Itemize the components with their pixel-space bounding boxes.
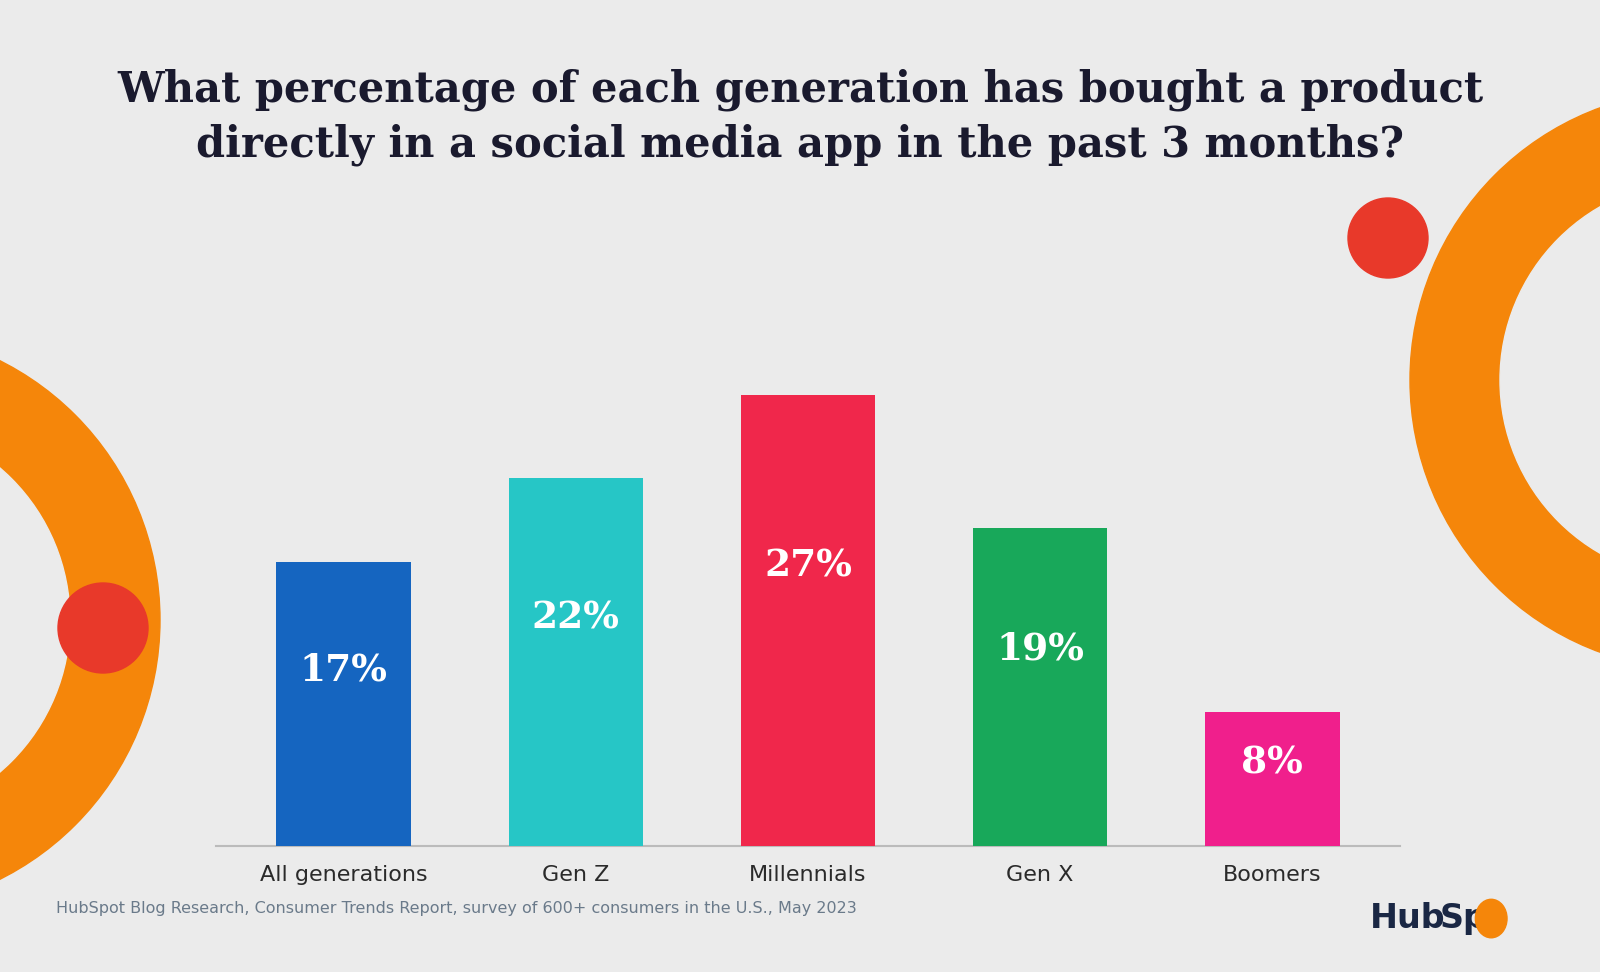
Bar xyxy=(741,395,875,846)
Bar xyxy=(973,528,1107,846)
Circle shape xyxy=(1475,899,1507,938)
Text: t: t xyxy=(1480,902,1496,935)
Circle shape xyxy=(0,330,160,910)
Text: Sp: Sp xyxy=(1440,902,1488,935)
Circle shape xyxy=(1410,90,1600,670)
Text: HubSpot Blog Research, Consumer Trends Report, survey of 600+ consumers in the U: HubSpot Blog Research, Consumer Trends R… xyxy=(56,901,856,917)
Circle shape xyxy=(0,420,70,820)
Circle shape xyxy=(58,583,147,673)
Text: Hub: Hub xyxy=(1370,902,1445,935)
Text: 17%: 17% xyxy=(299,651,387,688)
Text: 22%: 22% xyxy=(531,600,619,637)
Text: 27%: 27% xyxy=(765,547,851,584)
Text: What percentage of each generation has bought a product
directly in a social med: What percentage of each generation has b… xyxy=(117,68,1483,166)
Circle shape xyxy=(1501,180,1600,580)
Bar xyxy=(1205,712,1339,846)
Bar xyxy=(509,478,643,846)
Text: 8%: 8% xyxy=(1242,745,1302,781)
Text: 19%: 19% xyxy=(997,630,1085,668)
Bar xyxy=(277,562,411,846)
Circle shape xyxy=(1347,198,1429,278)
